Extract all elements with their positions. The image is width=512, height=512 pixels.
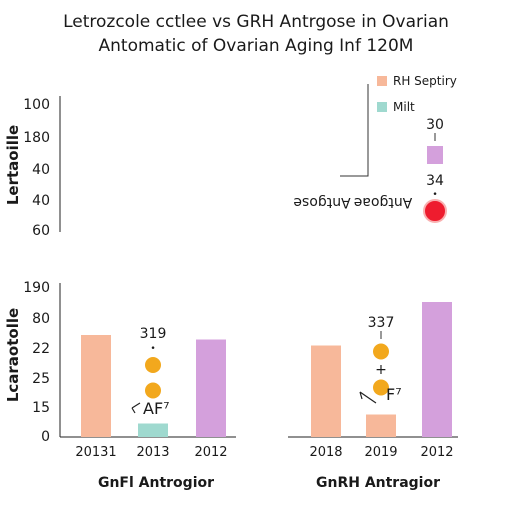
right-marker-1 <box>373 379 389 396</box>
bottom-right-x-axis-label: GnRH Antragior <box>316 475 440 491</box>
top-marker-circle <box>423 199 447 223</box>
top-y-tick: 40 <box>32 193 50 209</box>
right-bar-0 <box>311 345 341 437</box>
bottom-left-x-axis-label: GnFl Antrogior <box>98 475 214 491</box>
bottom-y-axis-label: Lcaraotolle <box>4 308 22 402</box>
top-marker-square <box>427 146 443 164</box>
top-y-axis-label: Lertaoille <box>4 125 22 205</box>
left-x-tick-label: 2012 <box>194 445 227 460</box>
right-bar-1 <box>366 414 396 437</box>
top-y-tick: 100 <box>23 97 50 113</box>
top-annotation-value-a: 30 <box>426 117 444 133</box>
bottom-y-tick: 0 <box>41 429 50 445</box>
top-annotation-value-b: 34 <box>426 173 444 189</box>
right-annotation-value: 337 <box>368 315 395 331</box>
right-annotation-plus: + <box>375 362 387 378</box>
left-arrow-icon <box>131 402 141 414</box>
top-annotation-left: Antgose <box>293 194 350 210</box>
right-x-tick-label: 2018 <box>309 445 342 460</box>
left-annotation-value: 319 <box>140 326 167 342</box>
right-x-tick-label: 2012 <box>420 445 453 460</box>
top-y-tick: 60 <box>32 223 50 239</box>
bottom-y-tick: 190 <box>23 280 50 296</box>
legend-swatch-0 <box>377 76 387 86</box>
legend-connector-line <box>340 84 369 177</box>
top-y-tick: 40 <box>32 162 50 178</box>
top-annotation-dot: • <box>432 190 437 200</box>
bottom-left-chart: 20131 2013 2012 <box>75 335 228 460</box>
left-annotation-label: AF⁷ <box>143 399 170 418</box>
left-bar-2 <box>196 339 226 437</box>
right-annotation-label: F⁷ <box>386 385 402 404</box>
chart-subtitle: Antomatic of Ovarian Aging Inf 120M <box>99 36 414 56</box>
legend-swatch-1 <box>377 102 387 112</box>
bottom-y-tick: 25 <box>32 371 50 387</box>
left-x-tick-label: 2013 <box>136 445 169 460</box>
chart-title: Letrozcole cctlee vs GRH Antrgose in Ova… <box>63 12 449 32</box>
bottom-y-tick: 22 <box>32 341 50 357</box>
left-marker-0 <box>145 357 161 373</box>
left-bar-1 <box>138 423 168 437</box>
legend-label-0: RH Septiry <box>393 74 457 88</box>
right-bar-2 <box>422 302 452 437</box>
right-x-tick-label: 2019 <box>364 445 397 460</box>
right-marker-0 <box>373 343 389 360</box>
right-arrow-icon <box>359 391 377 404</box>
bottom-y-tick: 80 <box>32 311 50 327</box>
left-annotation-dot: • <box>150 344 155 354</box>
legend-label-1: Milt <box>393 100 415 114</box>
left-x-tick-label: 20131 <box>75 445 116 460</box>
left-marker-1 <box>145 382 161 399</box>
top-y-ticks: 100 180 40 40 60 <box>23 97 50 239</box>
legend: RH Septiry Milt <box>377 74 457 114</box>
bottom-y-ticks: 190 80 22 25 15 0 <box>23 280 50 445</box>
bottom-right-chart: 2018 2019 2012 <box>309 302 454 460</box>
left-bar-0 <box>81 335 111 437</box>
top-annotation-right: Antgoae <box>354 194 413 210</box>
bottom-y-tick: 15 <box>32 400 50 416</box>
top-y-tick: 180 <box>23 130 50 146</box>
